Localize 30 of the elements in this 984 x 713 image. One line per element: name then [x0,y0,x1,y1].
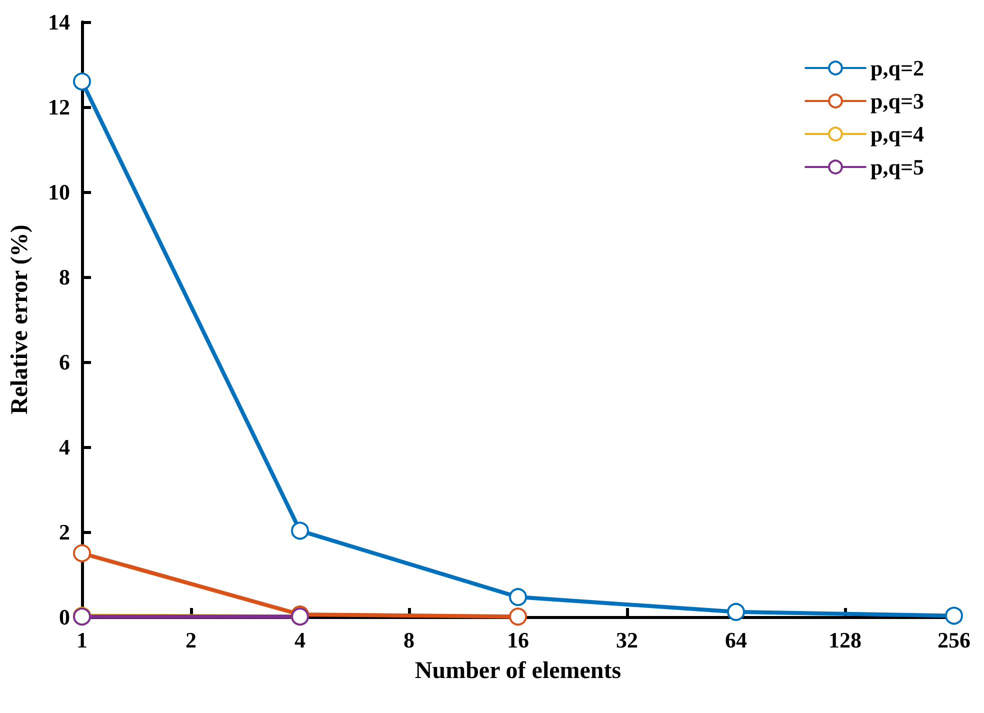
point [73,544,91,562]
x-tick-label: 128 [828,628,862,652]
x-tick-label: 1 [76,628,88,652]
y-tick-label: 0 [59,604,70,630]
y-tick-label: 6 [59,350,70,374]
x-tick-label: 64 [725,628,747,652]
x-tick-label: 16 [507,628,529,652]
point [945,606,963,625]
y-axis-title: Relative error (%) [7,224,33,414]
legend-label: p,q=5 [870,154,924,180]
point [291,522,309,540]
y-tick-label: 14 [48,10,70,34]
x-tick-label: 256 [938,628,970,652]
y-tick-label: 10 [48,180,70,204]
legend-label: p,q=2 [870,56,924,80]
x-tick-label: 32 [616,628,638,652]
x-tick-label: 4 [294,628,306,652]
y-tick-label: 8 [59,264,70,290]
point [727,602,745,621]
y-tick-label: 12 [48,94,70,120]
legend-label: p,q=4 [870,122,924,146]
x-axis-title: Number of elements [414,658,622,684]
y-tick-label: 4 [59,434,70,460]
point [73,72,91,90]
legend-label: p,q=3 [870,88,924,114]
point [509,588,527,606]
x-tick-label: 8 [404,628,414,652]
point [509,608,527,626]
x-tick-label: 2 [186,628,196,652]
y-tick-label: 2 [59,520,70,544]
